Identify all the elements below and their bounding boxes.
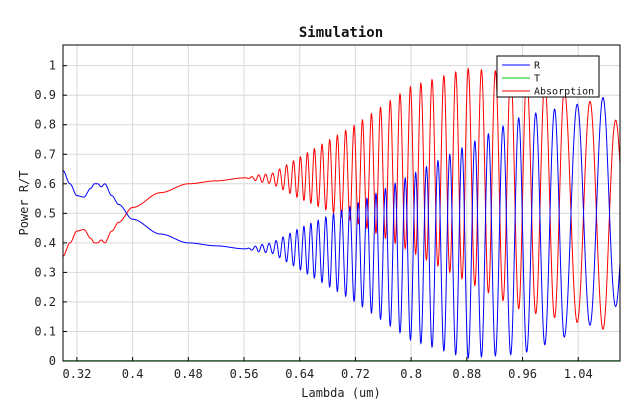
y-tick-label: 0.8 [34,118,56,132]
y-tick-label: 0 [49,354,56,368]
x-tick-label: 0.64 [285,367,314,381]
x-tick-label: 0.72 [341,367,370,381]
y-tick-label: 0.7 [34,147,56,161]
x-axis-label: Lambda (um) [301,386,380,400]
chart-title: Simulation [299,25,383,41]
series-line-r [63,96,620,360]
legend-label: Absorption [534,87,594,98]
y-tick-label: 0.6 [34,177,56,191]
x-tick-label: 0.88 [452,367,481,381]
x-axis: 0.32 0.4 0.48 0.56 0.64 0.72 0.8 0.88 0.96 1.04 [62,357,593,381]
legend: RT Absorption [496,55,600,98]
y-tick-label: 0.3 [34,265,56,279]
x-tick-label: 0.4 [122,367,144,381]
x-tick-label: 0.48 [174,367,203,381]
x-tick-label: 0.8 [400,367,422,381]
x-tick-label: 1.04 [564,367,593,381]
x-tick-label: 0.56 [230,367,259,381]
y-axis: 0 0.1 0.2 0.3 0.4 0.5 0.6 0.7 0.8 0.9 1 [34,59,67,368]
legend-box [496,55,600,98]
y-tick-label: 0.1 [34,324,56,338]
legend-label: R [534,61,541,72]
plot-frame [62,44,621,362]
y-tick-label: 0.2 [34,295,56,309]
y-tick-label: 0.4 [34,236,56,250]
x-tick-label: 0.32 [62,367,91,381]
y-tick-label: 0.9 [34,88,56,102]
y-axis-label: Power R/T [17,170,31,235]
legend-label: T [534,74,540,85]
y-tick-label: 1 [49,59,56,73]
x-tick-label: 0.96 [508,367,537,381]
y-tick-label: 0.5 [34,206,56,220]
